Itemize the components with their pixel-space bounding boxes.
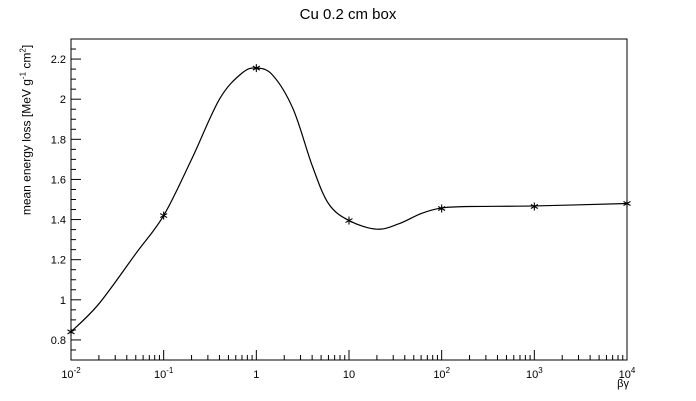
chart-title: Cu 0.2 cm box [299,6,397,23]
data-point-marker [530,202,539,211]
data-point-marker [67,327,75,336]
x-tick-label: 10-2 [61,366,81,381]
data-point-marker [252,64,261,73]
y-tick-label: 0.8 [51,335,66,347]
series-curve [70,67,628,333]
y-tick-label: 2 [60,94,66,106]
y-tick-label: 2.2 [51,54,66,66]
x-tick-label: 10 [343,369,355,381]
x-axis-label: βγ [617,378,629,390]
x-tick-label: 103 [526,366,543,381]
x-tick-label: 102 [433,366,450,381]
data-point-marker [623,199,631,208]
y-tick-label: 1.6 [51,174,66,186]
data-point-marker [437,204,446,213]
data-point-marker [345,216,353,225]
x-tick-label: 104 [619,366,636,381]
y-tick-label: 1.8 [51,134,66,146]
x-tick-label: 10-1 [154,366,174,381]
data-point-marker [159,211,168,220]
plot-frame [70,38,628,361]
y-tick-label: 1.4 [51,215,66,227]
y-tick-label: 1 [60,295,66,307]
x-tick-label: 1 [253,369,259,381]
y-tick-label: 1.2 [51,255,66,267]
